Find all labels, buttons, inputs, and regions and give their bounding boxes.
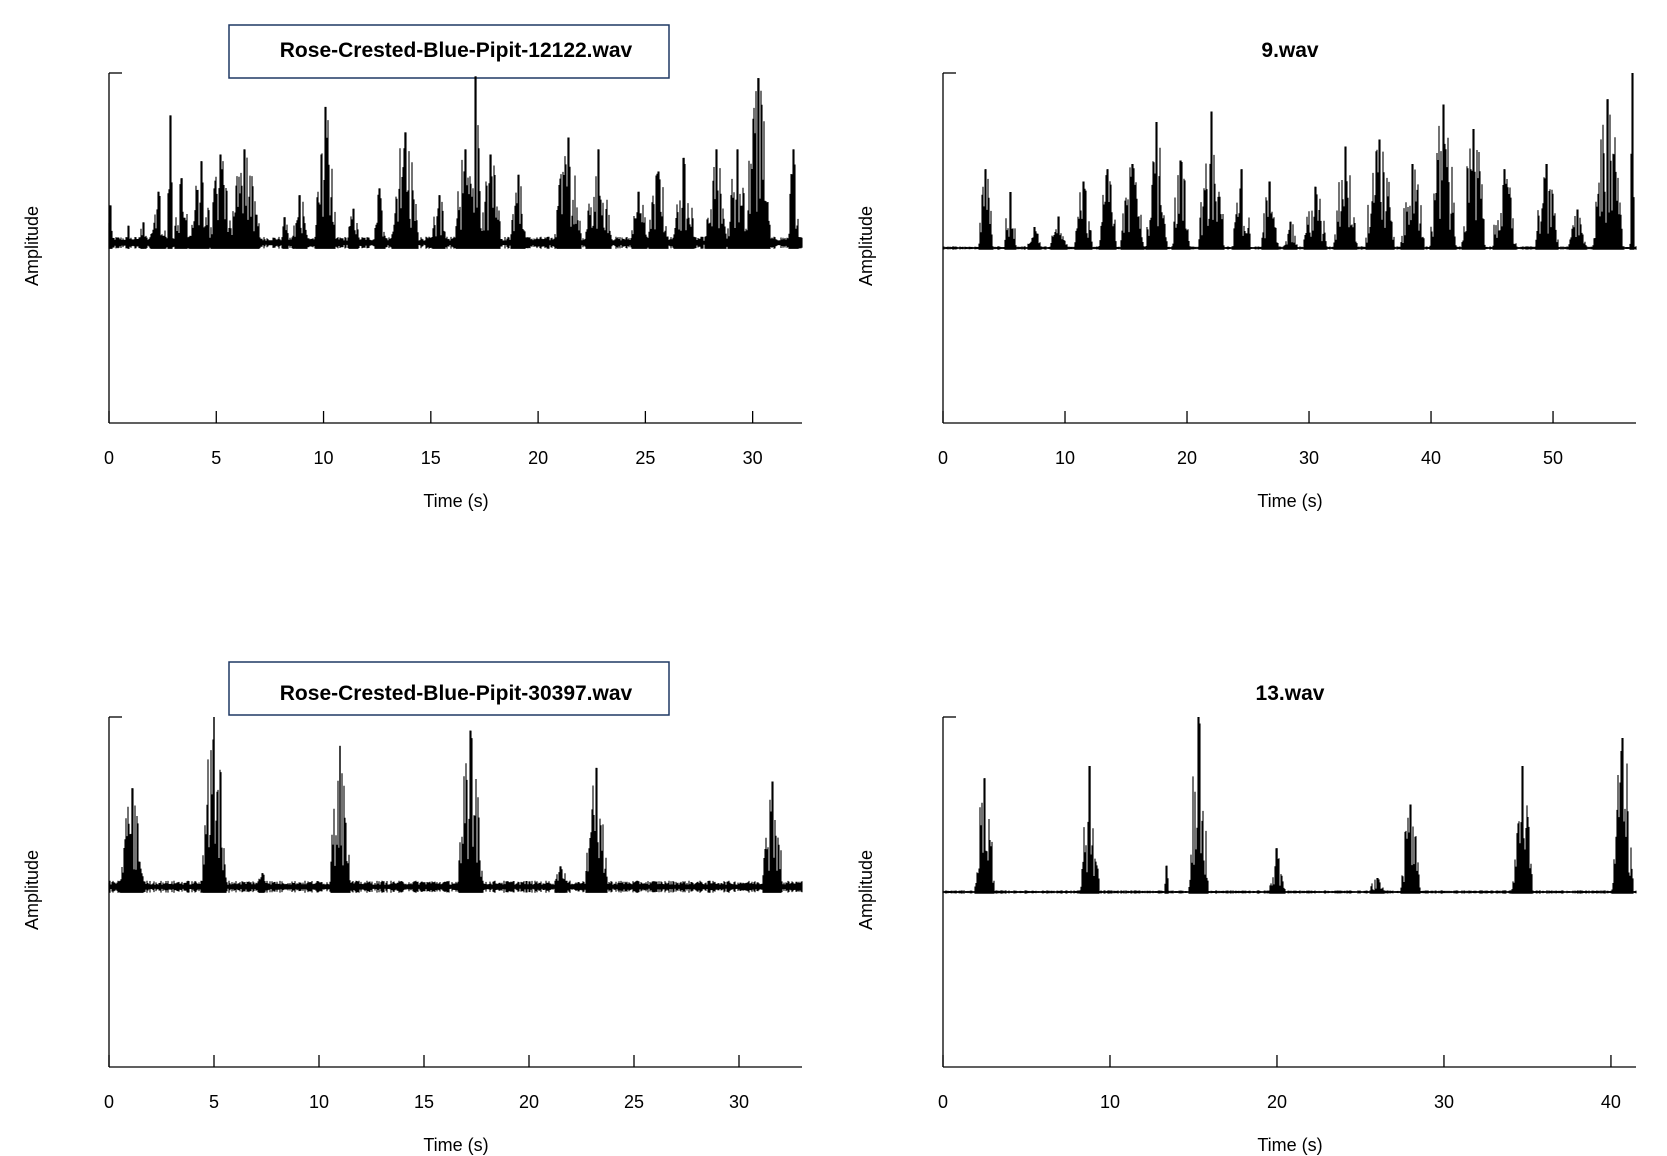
- waveform-panel-9: 9.wav Amplitude Time (s) 0 10 20 30 40 50: [856, 39, 1637, 511]
- waveform-path: [108, 76, 803, 249]
- x-tick-label: 0: [938, 448, 948, 468]
- x-tick-label: 30: [1299, 448, 1319, 468]
- chart-title: Rose-Crested-Blue-Pipit-12122.wav: [280, 39, 633, 62]
- waveform-path: [942, 717, 1637, 894]
- x-tick-label: 40: [1421, 448, 1441, 468]
- waveform-panel-13: 13.wav Amplitude Time (s) 0 10 20 30 40: [856, 682, 1637, 1155]
- x-tick-label: 0: [104, 448, 114, 468]
- x-tick-label: 30: [729, 1092, 749, 1112]
- waveform-path: [108, 717, 803, 893]
- waveform-trace: [108, 717, 803, 893]
- x-axis-label: Time (s): [423, 491, 488, 511]
- x-axis-label: Time (s): [1257, 1135, 1322, 1155]
- x-tick-label: 5: [209, 1092, 219, 1112]
- x-tick-label: 0: [938, 1092, 948, 1112]
- x-tick-label: 15: [414, 1092, 434, 1112]
- x-tick-label: 15: [421, 448, 441, 468]
- waveform-panel-rose-crested-blue-pipit-30397: Rose-Crested-Blue-Pipit-30397.wav Amplit…: [22, 661, 803, 1155]
- waveform-path: [942, 73, 1637, 250]
- x-tick-label: 10: [1100, 1092, 1120, 1112]
- waveform-trace: [942, 73, 1637, 250]
- y-axis-label: Amplitude: [856, 206, 876, 286]
- waveform-panel-rose-crested-blue-pipit-12122: Rose-Crested-Blue-Pipit-12122.wav Amplit…: [22, 24, 803, 511]
- y-axis-label: Amplitude: [22, 206, 42, 286]
- x-tick-label: 30: [743, 448, 763, 468]
- chart-title: Rose-Crested-Blue-Pipit-30397.wav: [280, 682, 633, 705]
- x-tick-label: 20: [1177, 448, 1197, 468]
- waveform-trace: [108, 76, 803, 249]
- x-tick-label: 10: [1055, 448, 1075, 468]
- x-tick-label: 5: [211, 448, 221, 468]
- waveform-trace: [942, 717, 1637, 894]
- chart-title: 13.wav: [1256, 682, 1325, 705]
- x-tick-label: 20: [519, 1092, 539, 1112]
- title-box: [228, 24, 670, 79]
- y-axis-label: Amplitude: [22, 850, 42, 930]
- x-tick-label: 25: [624, 1092, 644, 1112]
- x-tick-label: 0: [104, 1092, 114, 1112]
- x-tick-label: 50: [1543, 448, 1563, 468]
- x-axis-label: Time (s): [423, 1135, 488, 1155]
- x-tick-label: 10: [309, 1092, 329, 1112]
- y-axis-label: Amplitude: [856, 850, 876, 930]
- x-tick-label: 40: [1601, 1092, 1621, 1112]
- title-box: [228, 661, 670, 716]
- x-tick-label: 30: [1434, 1092, 1454, 1112]
- x-tick-label: 25: [635, 448, 655, 468]
- x-axis-label: Time (s): [1257, 491, 1322, 511]
- x-tick-label: 10: [314, 448, 334, 468]
- x-tick-label: 20: [528, 448, 548, 468]
- chart-title: 9.wav: [1261, 39, 1319, 62]
- x-tick-label: 20: [1267, 1092, 1287, 1112]
